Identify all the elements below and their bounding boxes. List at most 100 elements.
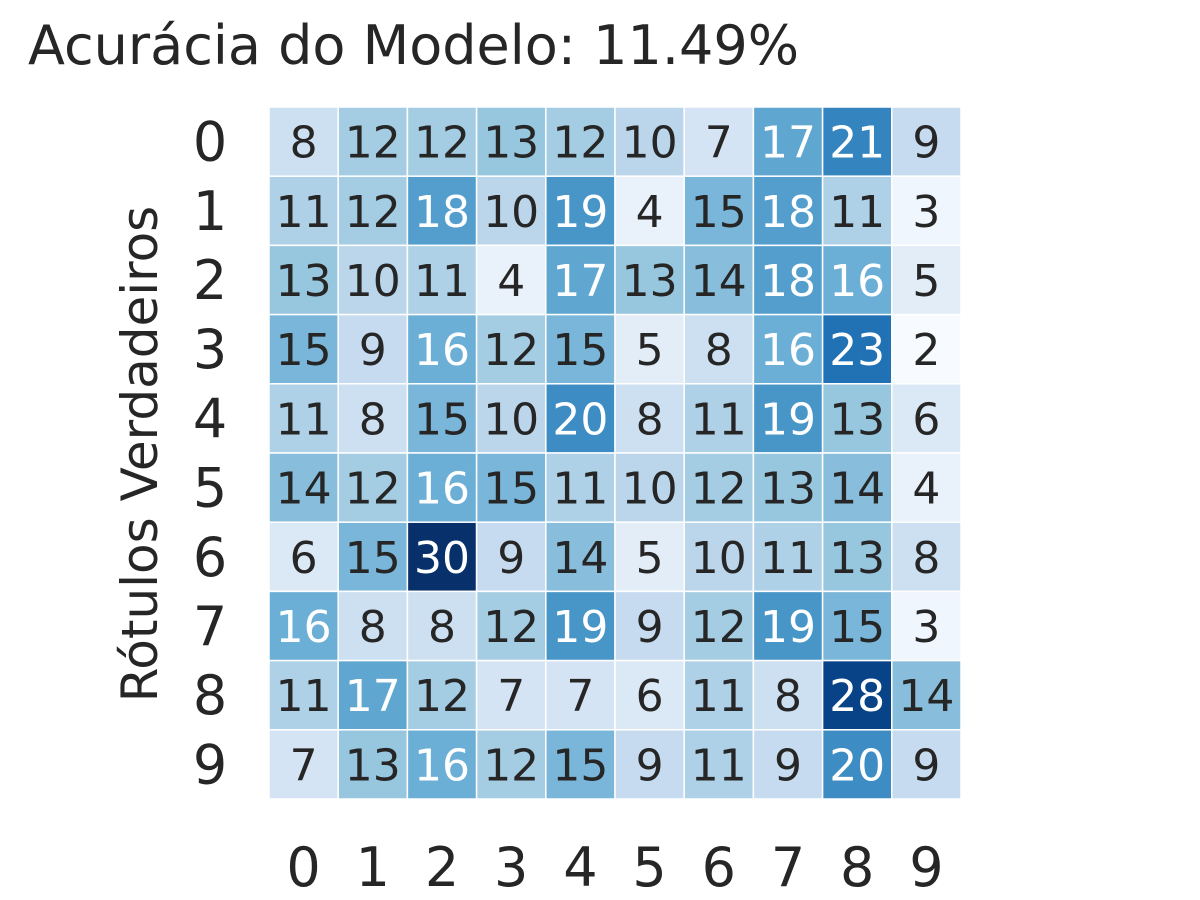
cell-value-label: 17: [760, 118, 816, 169]
x-tick-label: 9: [909, 836, 943, 899]
heatmap-cell: [891, 659, 962, 731]
cell-value-label: 9: [636, 740, 664, 791]
cell-value-label: 11: [829, 187, 885, 238]
y-tick-label: 3: [193, 318, 227, 381]
cell-value-label: 10: [483, 187, 539, 238]
cell-value-label: 18: [414, 187, 470, 238]
cell-value-label: 16: [760, 325, 816, 376]
cell-value-label: 12: [483, 602, 539, 653]
heatmap-cell: [337, 244, 409, 316]
x-tick-label: 4: [563, 836, 597, 899]
heatmap-cell: [614, 106, 685, 177]
cell-value-label: 11: [276, 671, 332, 722]
y-tick-label: 5: [193, 457, 227, 520]
heatmap-cell: [475, 590, 547, 662]
heatmap-cell: [752, 244, 824, 316]
heatmap-cell: [614, 452, 685, 523]
cell-value-label: 5: [912, 256, 940, 307]
heatmap-cell: [268, 729, 339, 800]
heatmap-cell: [406, 452, 478, 523]
cell-value-label: 10: [345, 256, 401, 307]
heatmap-cell: [337, 106, 409, 177]
heatmap-cell: [683, 590, 755, 662]
cell-value-label: 11: [276, 394, 332, 445]
heatmap-cell: [891, 521, 962, 593]
cell-value-label: 15: [276, 325, 332, 376]
cell-value-label: 11: [691, 671, 747, 722]
cell-value-label: 23: [829, 325, 885, 376]
cell-value-label: 8: [428, 602, 456, 653]
cell-value-label: 8: [705, 325, 733, 376]
heatmap-cell: [683, 729, 755, 800]
x-tick-label: 7: [771, 836, 805, 899]
heatmap-cell: [337, 175, 409, 247]
cell-value-label: 4: [912, 464, 940, 515]
x-tick-label: 2: [425, 836, 459, 899]
heatmap-cell: [821, 659, 893, 731]
cell-value-label: 10: [483, 394, 539, 445]
heatmap-cell: [337, 590, 409, 662]
cell-value-label: 30: [414, 533, 470, 584]
cell-value-label: 8: [636, 394, 664, 445]
cell-value-label: 13: [483, 118, 539, 169]
cell-value-label: 14: [829, 464, 885, 515]
y-tick-label: 0: [193, 111, 227, 174]
cell-value-label: 6: [290, 533, 318, 584]
cell-value-label: 9: [497, 533, 525, 584]
heatmap-cell: [683, 244, 755, 316]
cell-value-label: 11: [276, 187, 332, 238]
cell-value-label: 19: [552, 187, 608, 238]
cell-value-label: 14: [552, 533, 608, 584]
heatmap-cell: [891, 175, 962, 247]
cell-value-label: 8: [290, 118, 318, 169]
cell-value-label: 17: [552, 256, 608, 307]
heatmap-cell: [475, 659, 547, 731]
heatmap-cell: [891, 313, 962, 385]
cell-value-label: 7: [566, 671, 594, 722]
cell-value-label: 28: [829, 671, 885, 722]
cell-value-label: 21: [829, 118, 885, 169]
heatmap-cell: [268, 452, 339, 523]
cell-value-label: 12: [345, 187, 401, 238]
cell-value-label: 15: [414, 394, 470, 445]
heatmap-cell: [821, 521, 893, 593]
heatmap-cell: [614, 729, 685, 800]
cell-value-label: 16: [829, 256, 885, 307]
heatmap-cell: [475, 729, 547, 800]
heatmap-cell: [545, 383, 616, 454]
heatmap-cell: [406, 106, 478, 177]
cell-value-label: 12: [691, 464, 747, 515]
heatmap-cell: [752, 729, 824, 800]
cell-value-label: 11: [552, 464, 608, 515]
cell-value-label: 14: [898, 671, 954, 722]
cell-value-label: 14: [276, 464, 332, 515]
cell-value-label: 9: [912, 118, 940, 169]
heatmap-cell: [406, 244, 478, 316]
heatmap-cell: [752, 521, 824, 593]
cell-value-label: 9: [636, 602, 664, 653]
heatmap-cell: [268, 106, 339, 177]
heatmap-cell: [337, 729, 409, 800]
cell-value-label: 12: [483, 740, 539, 791]
heatmap-cell: [545, 452, 616, 523]
cell-value-label: 12: [345, 118, 401, 169]
heatmap-cell: [821, 590, 893, 662]
y-tick-label: 7: [193, 595, 227, 658]
heatmap-cell: [545, 729, 616, 800]
cell-value-label: 12: [414, 118, 470, 169]
cell-value-label: 8: [359, 602, 387, 653]
y-tick-label: 6: [193, 526, 227, 589]
cell-value-label: 15: [552, 325, 608, 376]
heatmap-cell: [683, 175, 755, 247]
heatmap-cell: [891, 244, 962, 316]
cell-value-label: 19: [552, 602, 608, 653]
cell-value-label: 18: [760, 256, 816, 307]
x-tick-label: 8: [840, 836, 874, 899]
cell-value-label: 9: [359, 325, 387, 376]
cell-value-label: 13: [760, 464, 816, 515]
y-axis-label: Rótulos Verdadeiros: [111, 206, 169, 702]
cell-value-label: 19: [760, 602, 816, 653]
